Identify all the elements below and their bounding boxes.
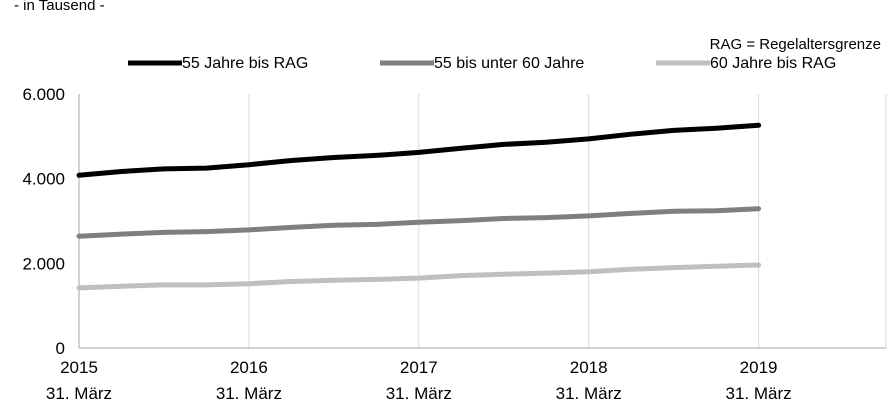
x-tick-sublabel: 31. März	[386, 384, 452, 403]
y-tick-label: 0	[56, 339, 65, 358]
x-tick-sublabel: 31. März	[216, 384, 282, 403]
legend: 55 Jahre bis RAG 55 bis unter 60 Jahre 60 …	[128, 55, 836, 72]
legend-label: 60 Jahre bis RAG	[710, 55, 836, 72]
y-tick-label: 6.000	[22, 85, 65, 104]
series-lines	[76, 122, 762, 291]
x-tick-label: 2016	[230, 358, 268, 377]
x-tick-label: 2017	[400, 358, 438, 377]
x-tick-label: 2015	[60, 358, 98, 377]
series-line	[76, 122, 762, 178]
chart-subtitle: - in Tausend -	[14, 0, 105, 14]
y-tick-label: 4.000	[22, 170, 65, 189]
x-tick-sublabel: 31. März	[46, 384, 112, 403]
x-tick-sublabel: 31. März	[556, 384, 622, 403]
axes	[78, 94, 886, 349]
x-tick-sublabel: 31. März	[726, 384, 792, 403]
x-tick-labels: 2015 31. März 2016 31. März 2017 31. März 2018…	[46, 358, 792, 403]
chart-note: RAG = Regelaltersgrenze	[710, 36, 881, 53]
x-tick-label: 2019	[740, 358, 778, 377]
legend-label: 55 bis unter 60 Jahre	[434, 55, 584, 72]
grid-lines	[248, 94, 887, 348]
x-tick-label: 2018	[570, 358, 608, 377]
series-line	[76, 206, 762, 239]
series-line	[76, 262, 762, 291]
y-tick-label: 2.000	[22, 254, 65, 273]
legend-label: 55 Jahre bis RAG	[182, 55, 308, 72]
y-tick-labels: 0 2.000 4.000 6.000	[22, 85, 65, 358]
